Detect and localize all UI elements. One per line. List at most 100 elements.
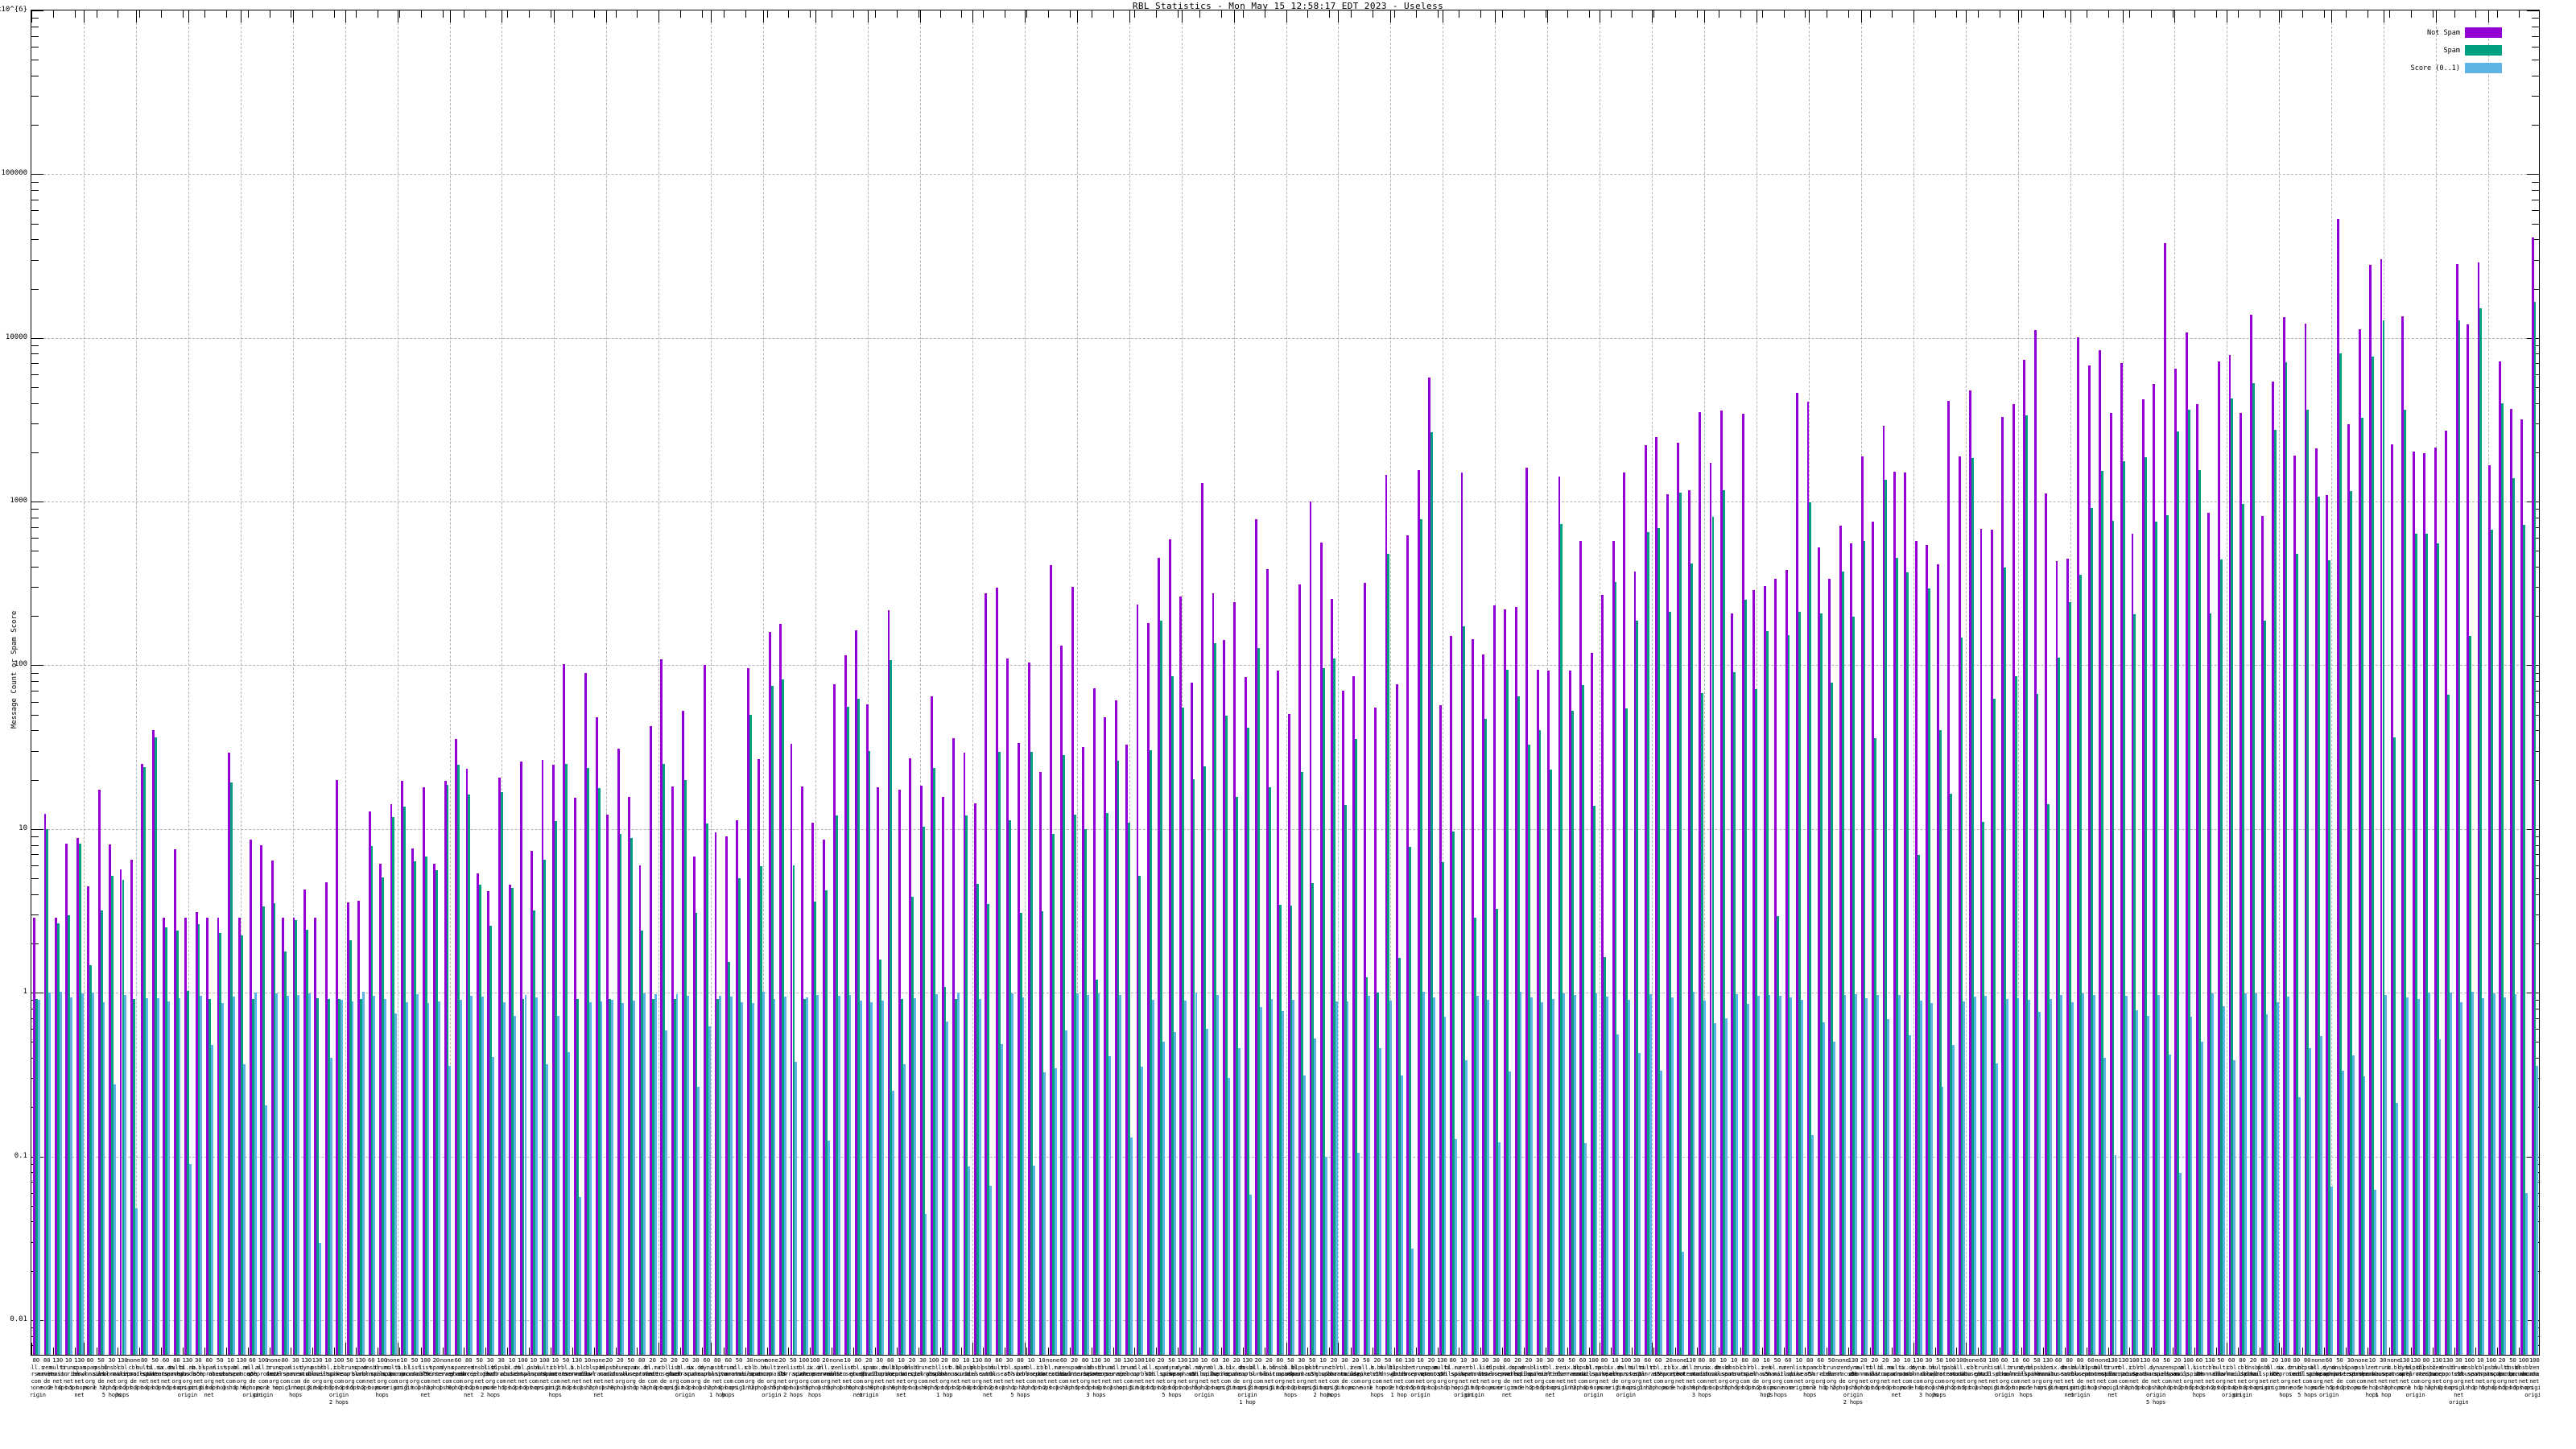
bar-score: [708, 1026, 711, 1355]
bar-not-spam: [552, 765, 555, 1355]
bar-spam: [1711, 516, 1715, 1355]
x-tick-label: 10 cbl dnswl net 1 hop: [579, 1357, 596, 1392]
bar-score: [1249, 1195, 1252, 1355]
bar-score: [1951, 1045, 1955, 1355]
bar-spam: [1128, 823, 1130, 1355]
bar-not-spam: [2314, 448, 2318, 1355]
bar-score: [1995, 1063, 1998, 1355]
bar-not-spam: [1385, 474, 1388, 1355]
bar-group: [1199, 10, 1210, 1355]
bar-not-spam: [1893, 471, 1896, 1355]
bar-group: [204, 10, 215, 1355]
bar-not-spam: [1860, 456, 1864, 1355]
bar-spam: [684, 780, 687, 1355]
bar-group: [2248, 10, 2259, 1355]
bar-score: [687, 996, 689, 1355]
bar-group: [1729, 10, 1740, 1355]
bar-not-spam: [2012, 404, 2015, 1355]
bar-score: [2406, 997, 2409, 1355]
y-tick-label: 1: [23, 988, 27, 997]
bar-group: [983, 10, 993, 1355]
bar-spam: [533, 910, 535, 1355]
bar-group: [443, 10, 453, 1355]
x-tick-label: 60 all.s dnswl org 3 hops origin: [1994, 1357, 2014, 1398]
bar-spam: [1992, 699, 1996, 1355]
x-tick-label: 60 all.s s5h de 0 hops origin: [242, 1357, 262, 1398]
x-tick-label: 20 spam barracuda net 3 hops: [1059, 1357, 1089, 1392]
bar-not-spam: [1277, 670, 1280, 1355]
bar-score: [1963, 1001, 1966, 1355]
bar-not-spam: [2033, 330, 2037, 1355]
bar-spam: [1279, 904, 1282, 1355]
bar-group: [1265, 10, 1275, 1355]
bar-not-spam: [2260, 515, 2264, 1355]
bar-group: [2314, 10, 2324, 1355]
x-tick-label: none psbl spamhaus com none: [2348, 1357, 2375, 1392]
bar-spam: [1355, 738, 1358, 1355]
x-tick-label: 80 spam anonmails org none: [75, 1357, 105, 1392]
bar-score: [470, 996, 473, 1355]
bar-group: [702, 10, 712, 1355]
bar-spam: [1733, 671, 1736, 1355]
bar-not-spam: [55, 918, 57, 1355]
bar-spam: [1290, 906, 1293, 1355]
bar-not-spam: [898, 790, 901, 1355]
legend-item-score: Score (0..1): [2363, 60, 2502, 76]
bar-not-spam: [736, 819, 739, 1355]
bar-score: [2092, 994, 2095, 1355]
bar-score: [621, 1002, 625, 1355]
bar-spam: [868, 750, 871, 1355]
legend-label-score: Score (0..1): [2410, 64, 2460, 72]
bar-score: [783, 997, 786, 1355]
x-tick-label: 130 dnsbl surbl org origin origin 1 hop: [1237, 1357, 1257, 1406]
bar-not-spam: [249, 839, 252, 1355]
bar-score: [1746, 1003, 1749, 1355]
bar-group: [31, 10, 42, 1355]
bar-spam: [187, 990, 189, 1355]
bar-group: [485, 10, 496, 1355]
bar-score: [1075, 993, 1079, 1355]
bar-spam: [630, 838, 633, 1355]
bar-group: [1438, 10, 1448, 1355]
bar-spam: [1106, 812, 1108, 1355]
bar-group: [734, 10, 745, 1355]
bar-score: [1411, 1248, 1414, 1355]
bar-group: [626, 10, 637, 1355]
bar-group: [2087, 10, 2097, 1355]
bar-score: [2038, 1011, 2041, 1355]
bar-not-spam: [758, 759, 761, 1355]
bar-score: [351, 1001, 354, 1355]
bar-not-spam: [865, 704, 869, 1355]
bar-not-spam: [509, 885, 512, 1355]
x-tick-label: 10 psbl spamrats com 3 hops: [520, 1357, 547, 1392]
bar-not-spam: [1558, 477, 1561, 1355]
bar-score: [1043, 1072, 1046, 1355]
x-tick-label: 80 blpsbl mailspike com 5 hops 5 hops: [2293, 1357, 2322, 1398]
bar-spam: [2058, 658, 2061, 1355]
bar-not-spam: [909, 758, 912, 1355]
bar-not-spam: [985, 592, 988, 1355]
bar-group: [453, 10, 464, 1355]
bar-spam: [1938, 729, 1942, 1355]
bar-spam: [1041, 910, 1044, 1355]
x-tick-label: 80 blpsbl manitu org 1 hop: [2416, 1357, 2436, 1392]
x-tick-label: 20 bl.ma barracuda net 5 hops: [1871, 1357, 1901, 1392]
bar-not-spam: [790, 744, 793, 1355]
legend-label-spam: Spam: [2443, 46, 2460, 55]
bar-group: [886, 10, 896, 1355]
bar-score: [1011, 993, 1013, 1355]
x-tick-label: 30 multi spamrats net 3 hops net: [1883, 1357, 1909, 1398]
bar-group: [518, 10, 529, 1355]
x-tick-label: 100 trunc spamcop org none hops: [370, 1357, 394, 1398]
bar-group: [1156, 10, 1166, 1355]
bar-not-spam: [303, 889, 306, 1355]
bar-not-spam: [671, 786, 674, 1355]
bar-not-spam: [314, 918, 317, 1355]
bar-not-spam: [411, 848, 415, 1355]
bar-not-spam: [682, 711, 685, 1355]
bar-score: [805, 997, 808, 1355]
x-tick-label: 60 dyna spamhaus net 5 hops origin: [2315, 1357, 2343, 1398]
bar-score: [2233, 1060, 2236, 1355]
bar-not-spam: [379, 863, 382, 1355]
bar-spam: [284, 951, 287, 1355]
